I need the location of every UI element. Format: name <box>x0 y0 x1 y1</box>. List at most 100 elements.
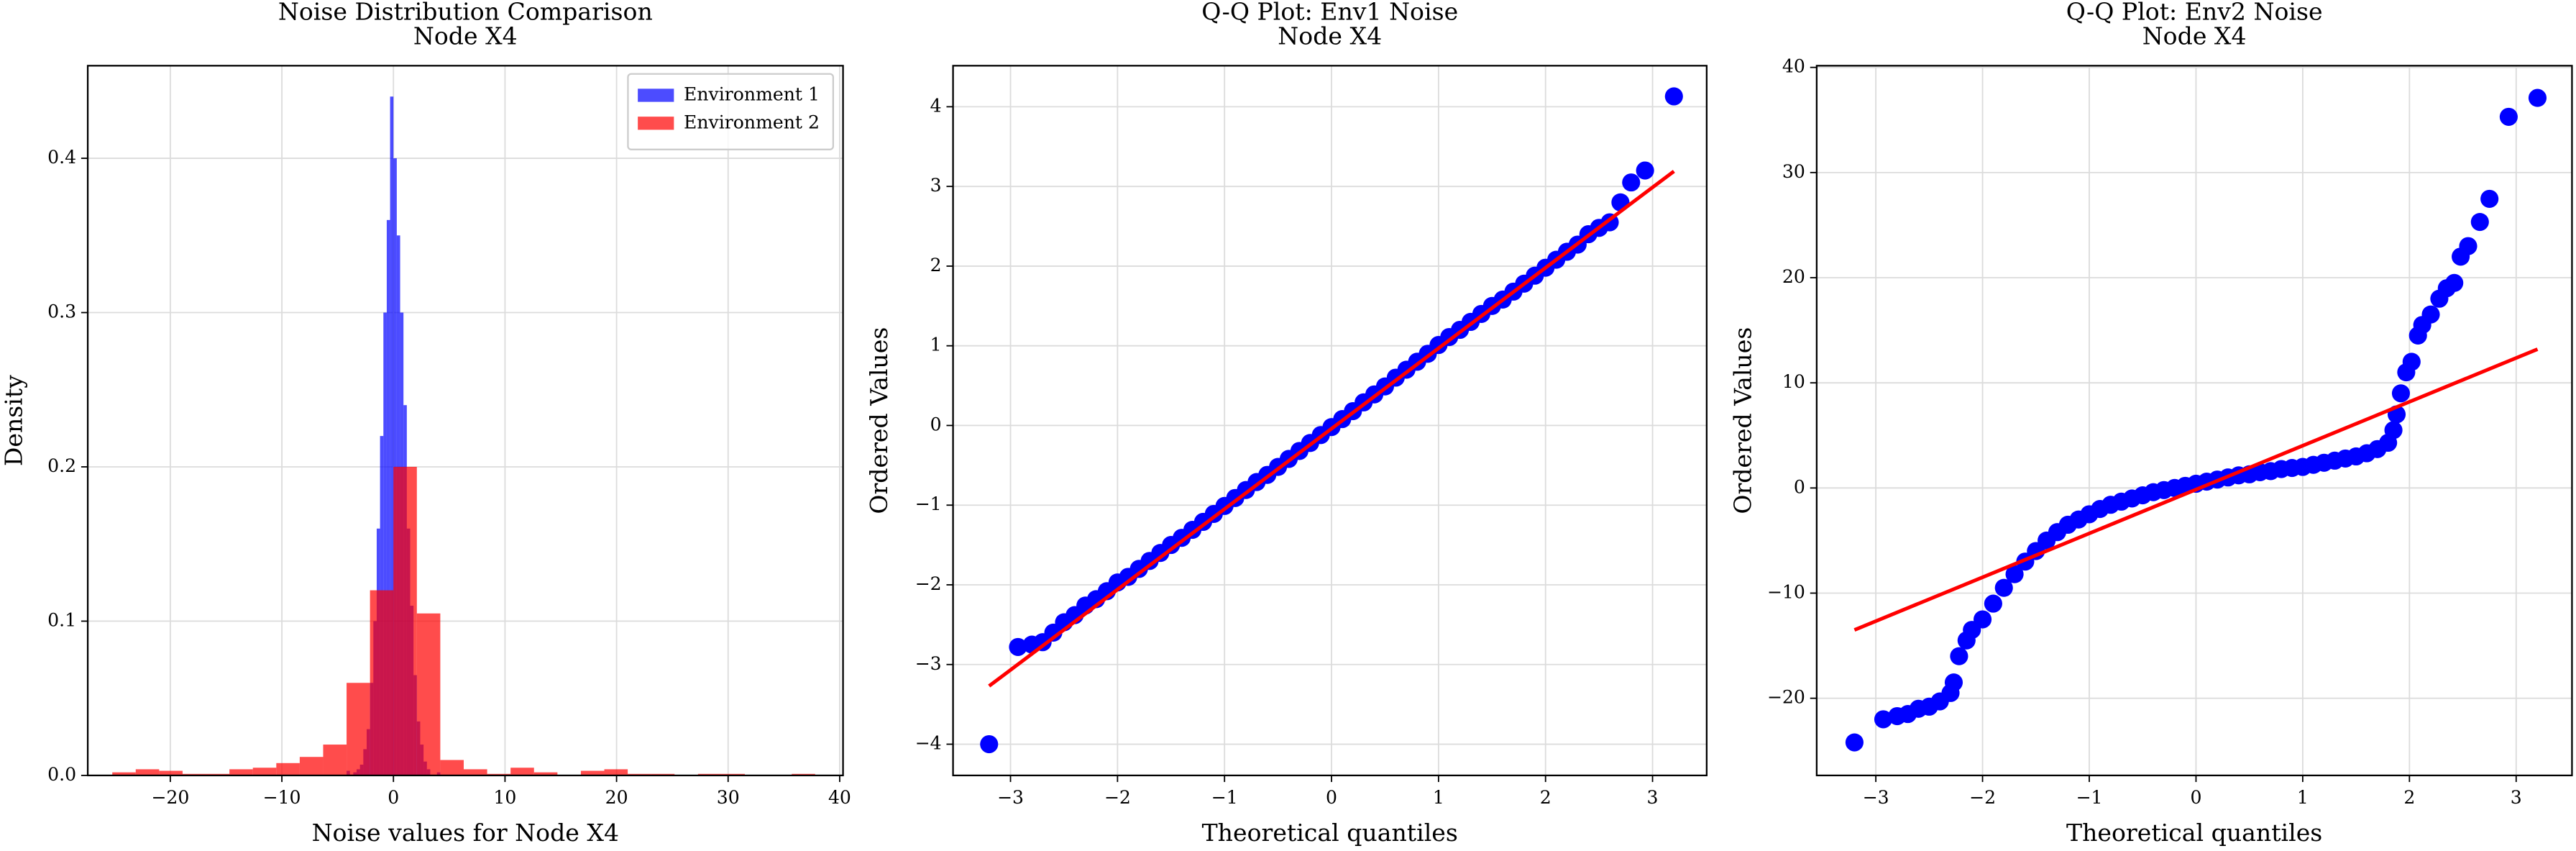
point <box>980 734 999 754</box>
bar <box>383 312 387 775</box>
y-axis-label: Ordered Values <box>1728 327 1756 514</box>
x-tick-label: −20 <box>151 787 189 808</box>
point <box>2459 237 2478 255</box>
legend-label: Environment 1 <box>684 83 820 104</box>
bar <box>299 757 324 775</box>
y-tick-label: −2 <box>915 573 942 594</box>
axes-frame <box>1815 65 2573 777</box>
y-tick-label: −20 <box>1767 687 1805 708</box>
bar <box>370 590 394 775</box>
point <box>2391 384 2411 403</box>
plot-area <box>980 87 1683 754</box>
x-tick-label: 3 <box>2511 787 2522 808</box>
x-axis-label: Theoretical quantiles <box>1202 819 1458 847</box>
y-tick-label: −10 <box>1767 582 1805 603</box>
point <box>2445 273 2464 292</box>
legend-box <box>627 73 835 150</box>
bar <box>393 466 417 775</box>
chart-subtitle: Node X4 <box>1278 22 1382 50</box>
point <box>1845 733 1864 752</box>
point <box>2005 565 2024 583</box>
point <box>2470 212 2489 232</box>
point <box>1994 578 2013 597</box>
legend: Environment 1 Environment 2 <box>627 73 835 150</box>
y-tick-label: −3 <box>915 653 942 674</box>
bar <box>390 96 394 775</box>
x-tick-label: −10 <box>263 787 301 808</box>
fit-line <box>988 170 1675 688</box>
x-tick-label: −2 <box>1104 787 1131 808</box>
plot-area <box>1845 88 2547 752</box>
x-tick-label: −1 <box>2076 787 2102 808</box>
axes-frame <box>86 65 844 777</box>
bar <box>323 745 347 775</box>
legend-label: Environment 2 <box>684 112 820 132</box>
y-tick-label: 20 <box>1782 266 1805 287</box>
x-tick-label: 3 <box>1647 787 1659 808</box>
point <box>1950 647 1968 665</box>
x-tick-label: −3 <box>1863 787 1889 808</box>
point <box>1664 87 1683 106</box>
x-tick-label: −1 <box>1211 787 1238 808</box>
point <box>1984 594 2002 613</box>
chart-title: Q-Q Plot: Env1 Noise <box>1201 0 1458 25</box>
y-tick-label: 0.0 <box>47 764 76 785</box>
x-axis-label: Theoretical quantiles <box>2066 819 2322 847</box>
y-tick-label: −4 <box>915 733 942 754</box>
y-axis-label: Ordered Values <box>865 327 893 514</box>
x-tick-label: 0 <box>2190 787 2201 808</box>
bar <box>112 772 136 775</box>
y-axis-label: Density <box>0 375 28 466</box>
plot-area <box>112 96 815 775</box>
x-tick-label: 1 <box>1433 787 1444 808</box>
legend-swatch <box>638 88 674 102</box>
point <box>2384 421 2403 440</box>
point <box>1874 710 1893 729</box>
bar <box>347 683 370 775</box>
x-tick-label: 1 <box>2297 787 2309 808</box>
bar <box>533 772 558 775</box>
point <box>2528 88 2547 107</box>
x-tick-label: 10 <box>493 787 516 808</box>
x-tick-label: 30 <box>717 787 740 808</box>
chart-subtitle: Node X4 <box>2142 22 2247 50</box>
chart-subtitle: Node X4 <box>413 22 518 50</box>
x-tick-label: −3 <box>997 787 1024 808</box>
bar <box>229 769 253 775</box>
x-tick-label: −2 <box>1969 787 1996 808</box>
y-tick-label: 0.4 <box>47 147 76 168</box>
bar <box>440 760 464 775</box>
y-tick-label: 0 <box>930 414 942 434</box>
bar <box>416 613 441 775</box>
bar <box>276 763 300 775</box>
bar <box>580 770 605 775</box>
bar <box>386 219 390 775</box>
x-tick-label: 2 <box>2403 787 2415 808</box>
point <box>1636 161 1654 180</box>
x-tick-label: 0 <box>1326 787 1337 808</box>
chart-title: Q-Q Plot: Env2 Noise <box>2066 0 2323 25</box>
point <box>2480 189 2499 208</box>
y-tick-label: 0.2 <box>47 455 76 476</box>
x-tick-label: 2 <box>1540 787 1551 808</box>
point <box>1009 637 1027 656</box>
x-tick-label: 40 <box>828 787 851 808</box>
point <box>2499 107 2518 126</box>
bar <box>159 770 183 775</box>
fit-line <box>1853 347 2539 632</box>
bar <box>510 768 534 775</box>
point <box>1622 173 1641 192</box>
y-tick-label: −1 <box>915 493 942 514</box>
bar <box>135 769 160 775</box>
y-tick-label: 10 <box>1782 371 1805 392</box>
bar <box>463 769 487 775</box>
y-tick-label: 30 <box>1782 161 1805 182</box>
legend-swatch <box>638 117 674 130</box>
y-tick-label: 1 <box>930 335 942 355</box>
x-tick-label: 20 <box>605 787 628 808</box>
bar <box>604 769 628 775</box>
x-tick-label: 0 <box>388 787 399 808</box>
y-tick-label: 40 <box>1782 56 1805 77</box>
